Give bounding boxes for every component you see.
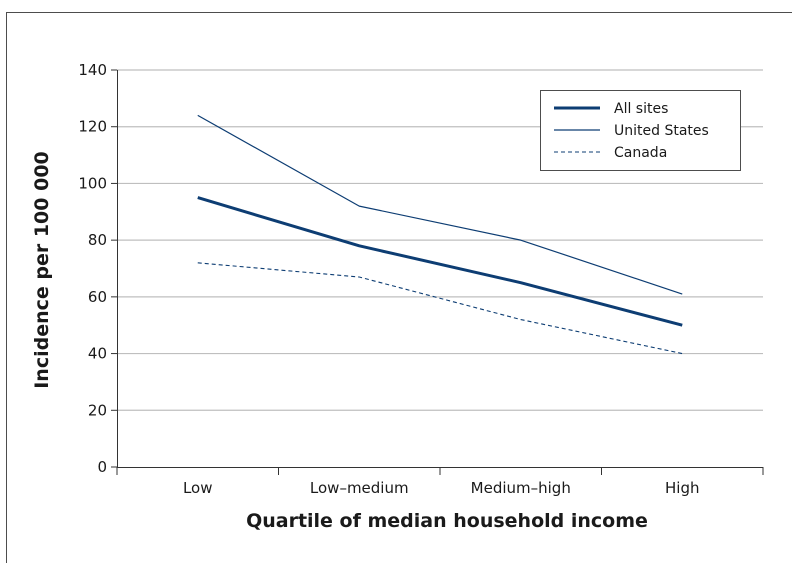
series-line-united-states — [197, 114, 683, 295]
y-tick-label: 100 — [78, 174, 107, 192]
legend: All sites United States Canada — [540, 90, 741, 171]
x-tick-label: Low — [183, 479, 213, 497]
axes: 0 20 40 60 80 100 120 140 Low Low–medium Medium–hi… — [78, 61, 764, 497]
y-tick-label: 0 — [97, 458, 107, 476]
x-tick-label: Low–medium — [310, 479, 409, 497]
y-tick-label: 20 — [88, 401, 107, 419]
x-tick-label: Medium–high — [471, 479, 571, 497]
x-tick-label: High — [665, 479, 699, 497]
legend-label: United States — [614, 123, 709, 139]
x-axis-title: Quartile of median household income — [246, 510, 648, 532]
legend-label: All sites — [614, 101, 668, 117]
grid-lines — [117, 69, 763, 411]
legend-label: Canada — [614, 145, 667, 161]
y-tick-label: 120 — [78, 118, 107, 136]
series-lines — [197, 114, 683, 355]
series-line-all-sites — [197, 196, 683, 327]
y-axis-title: Incidence per 100 000 — [31, 151, 53, 389]
series-line-canada — [197, 262, 683, 355]
y-tick-label: 140 — [78, 61, 107, 79]
y-tick-label: 40 — [88, 345, 107, 363]
y-tick-label: 80 — [88, 231, 107, 249]
y-tick-label: 60 — [88, 288, 107, 306]
